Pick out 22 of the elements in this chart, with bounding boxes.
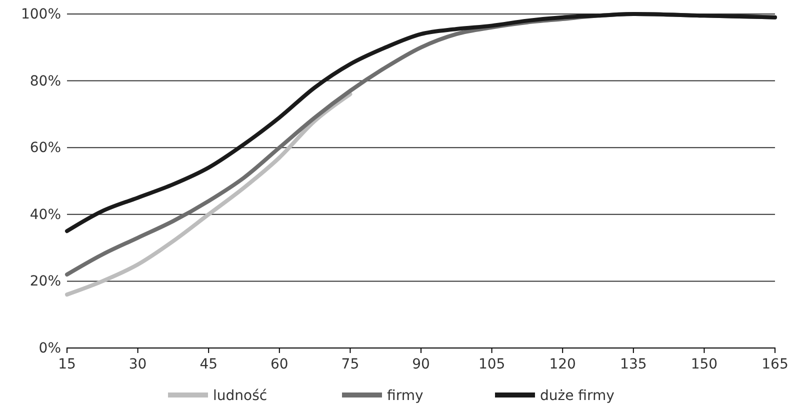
x-tick-label: 60 bbox=[270, 356, 288, 373]
x-tick-label: 90 bbox=[412, 356, 430, 373]
x-tick-label: 15 bbox=[58, 356, 76, 373]
line-series bbox=[65, 92, 352, 297]
y-tick-label: 60% bbox=[30, 140, 61, 156]
legend-label: duże firmy bbox=[540, 388, 614, 404]
legend-label: ludność bbox=[213, 388, 268, 404]
legend-label: firmy bbox=[387, 388, 424, 404]
line-series bbox=[65, 12, 777, 234]
x-tick-label: 165 bbox=[762, 356, 788, 373]
x-tick-label: 30 bbox=[128, 356, 147, 373]
x-tick-label: 120 bbox=[549, 356, 576, 373]
y-tick-label: 80% bbox=[30, 73, 61, 90]
y-tick-label: 100% bbox=[20, 6, 61, 22]
y-tick-label: 0% bbox=[38, 340, 61, 356]
y-tick-label: 20% bbox=[30, 274, 61, 290]
x-tick-label: 135 bbox=[620, 356, 647, 373]
x-tick-label: 105 bbox=[478, 356, 506, 373]
x-tick-label: 150 bbox=[690, 356, 718, 373]
x-tick-label: 45 bbox=[200, 356, 218, 373]
y-tick-label: 40% bbox=[30, 206, 61, 223]
x-tick-label: 75 bbox=[341, 356, 360, 373]
